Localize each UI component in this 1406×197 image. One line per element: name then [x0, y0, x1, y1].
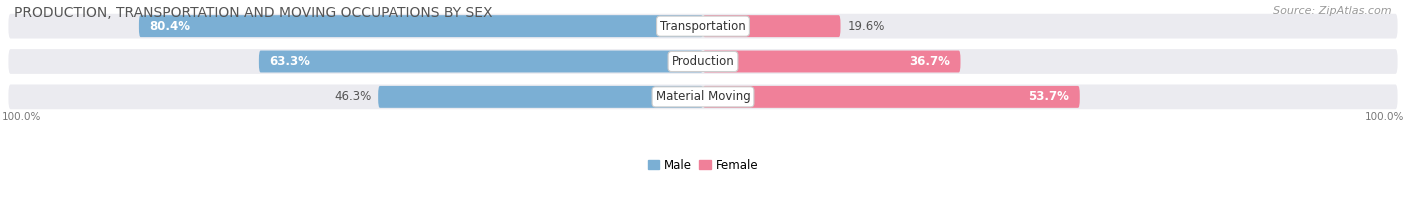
FancyBboxPatch shape [139, 15, 703, 37]
Text: 46.3%: 46.3% [333, 90, 371, 103]
Text: 100.0%: 100.0% [1, 112, 41, 122]
FancyBboxPatch shape [8, 49, 1398, 74]
Text: PRODUCTION, TRANSPORTATION AND MOVING OCCUPATIONS BY SEX: PRODUCTION, TRANSPORTATION AND MOVING OC… [14, 6, 492, 20]
FancyBboxPatch shape [378, 86, 703, 108]
Text: Transportation: Transportation [661, 20, 745, 33]
Text: 36.7%: 36.7% [910, 55, 950, 68]
FancyBboxPatch shape [259, 51, 703, 72]
Legend: Male, Female: Male, Female [643, 154, 763, 176]
FancyBboxPatch shape [8, 85, 1398, 109]
Text: Source: ZipAtlas.com: Source: ZipAtlas.com [1274, 6, 1392, 16]
FancyBboxPatch shape [703, 86, 1080, 108]
Text: Production: Production [672, 55, 734, 68]
FancyBboxPatch shape [703, 51, 960, 72]
FancyBboxPatch shape [703, 15, 841, 37]
Text: 19.6%: 19.6% [848, 20, 884, 33]
Text: 80.4%: 80.4% [149, 20, 190, 33]
Text: Material Moving: Material Moving [655, 90, 751, 103]
Text: 63.3%: 63.3% [270, 55, 311, 68]
FancyBboxPatch shape [8, 14, 1398, 39]
Text: 53.7%: 53.7% [1028, 90, 1069, 103]
Text: 100.0%: 100.0% [1365, 112, 1405, 122]
